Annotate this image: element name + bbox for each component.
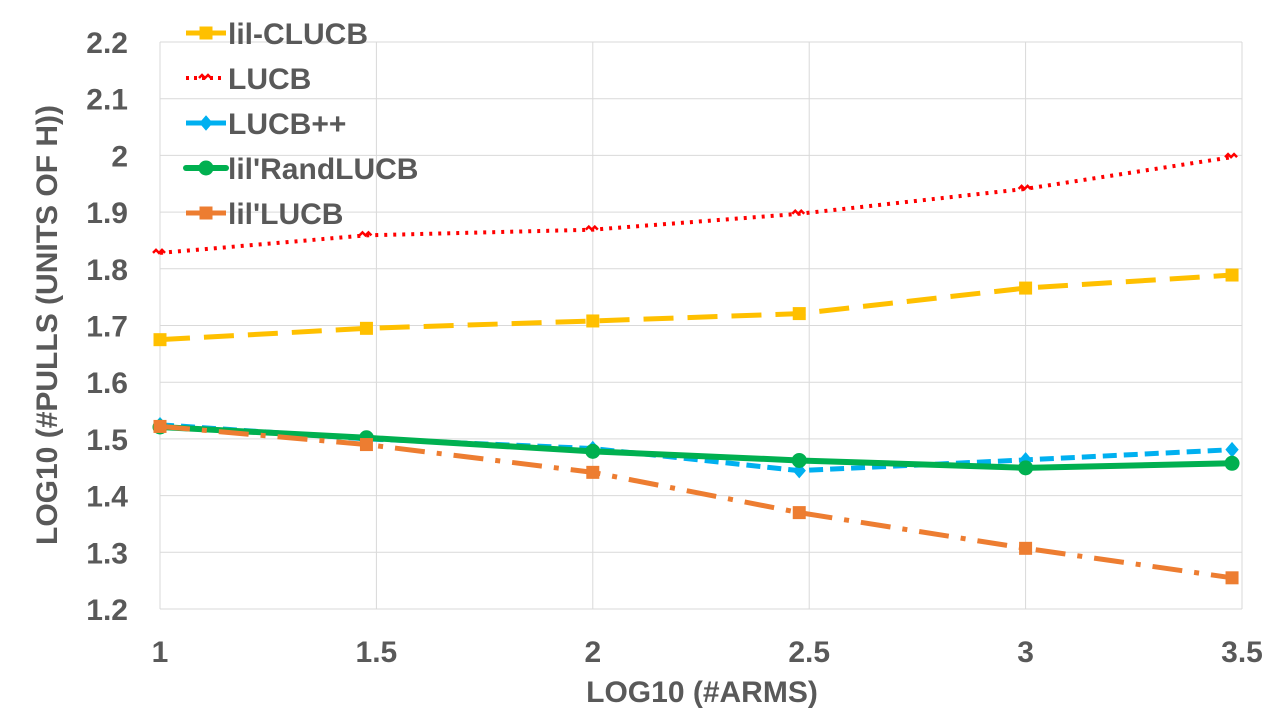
series-lil-randlucb: [152, 419, 1240, 476]
legend-label: lil'RandLUCB: [228, 153, 418, 186]
data-point-lil-lucb: [153, 419, 167, 433]
series-layer: [152, 152, 1240, 585]
y-tick-label: 2.2: [86, 27, 128, 60]
legend-label: lil'LUCB: [228, 198, 343, 231]
legend-marker: [198, 73, 212, 80]
x-tick-label: 1.5: [356, 636, 398, 669]
legend-marker: [199, 206, 213, 220]
series-lil-lucb: [153, 419, 1239, 585]
data-point-lucb: [358, 230, 373, 238]
data-point-lucb: [1225, 441, 1239, 458]
data-point-lil-randlucb: [585, 443, 601, 459]
y-axis-title: LOG10 (#PULLS (UNITS OF H)): [31, 105, 64, 545]
data-point-lucb: [584, 224, 599, 232]
legend-label: LUCB++: [228, 108, 346, 141]
data-point-lil-clucb: [359, 321, 373, 335]
legend-marker: [199, 26, 213, 40]
legend-item-lil-lucb: lil'LUCB: [186, 198, 343, 231]
y-tick-label: 1.2: [86, 594, 128, 627]
data-point-lucb: [791, 209, 806, 216]
legend-marker: [199, 115, 213, 131]
y-tick-label: 2: [111, 140, 128, 173]
data-point-lil-lucb: [1225, 571, 1239, 585]
data-point-lucb: [1017, 184, 1032, 191]
data-point-lil-clucb: [1225, 268, 1239, 282]
legend-item-lil-randlucb: lil'RandLUCB: [183, 153, 418, 186]
data-point-lil-lucb: [586, 465, 600, 479]
legend: lil-CLUCB LUCB LUCB++ lil'RandLUCB lil'LUCB: [183, 18, 418, 231]
data-point-lil-clucb: [153, 333, 167, 347]
legend-marker: [198, 160, 214, 176]
y-tick-label: 1.9: [86, 197, 128, 230]
data-point-lil-clucb: [1019, 281, 1033, 295]
y-tick-label: 1.8: [86, 254, 128, 287]
data-point-lil-clucb: [586, 314, 600, 328]
data-point-lucb: [152, 248, 166, 255]
series-line-lucb: [159, 422, 1233, 474]
y-tick-label: 1.4: [86, 481, 128, 514]
x-tick-label: 3: [1017, 636, 1034, 669]
data-point-lucb: [1224, 152, 1238, 159]
legend-item-lucb: LUCB: [186, 63, 311, 96]
x-tick-label: 2.5: [788, 636, 830, 669]
series-lucb: [152, 152, 1238, 255]
x-tick-label: 2: [584, 636, 601, 669]
series-line-lucb: [159, 155, 1233, 255]
data-point-lil-lucb: [1019, 541, 1033, 555]
x-tick-label: 3.5: [1221, 636, 1263, 669]
series-lil-clucb: [153, 268, 1239, 347]
legend-item-lil-clucb: lil-CLUCB: [186, 18, 368, 51]
legend-item-lucb: LUCB++: [186, 108, 346, 141]
legend-label: lil-CLUCB: [228, 18, 368, 51]
data-point-lil-randlucb: [791, 452, 807, 468]
data-point-lil-lucb: [359, 438, 373, 452]
y-tick-label: 1.5: [86, 424, 128, 457]
x-tick-label: 1: [152, 636, 169, 669]
data-point-lil-randlucb: [1018, 460, 1034, 476]
y-axis-ticks: 1.2 1.3 1.4 1.5 1.6 1.7 1.8 1.9 2 2.1 2.2: [86, 27, 128, 627]
data-point-lil-clucb: [792, 307, 806, 321]
legend-label: LUCB: [228, 63, 311, 96]
data-point-lil-randlucb: [1224, 455, 1240, 471]
x-axis-title: LOG10 (#ARMS): [586, 676, 818, 709]
series-line-lil-clucb: [159, 272, 1233, 343]
y-tick-label: 1.3: [86, 537, 128, 570]
data-point-lil-lucb: [792, 506, 806, 520]
series-line-lil-lucb: [159, 423, 1233, 581]
y-tick-label: 2.1: [86, 84, 128, 117]
y-tick-label: 1.7: [86, 311, 128, 344]
x-axis-ticks: 1 1.5 2 2.5 3 3.5: [152, 636, 1263, 669]
y-tick-label: 1.6: [86, 367, 128, 400]
series-line-lil-randlucb: [157, 423, 1236, 471]
